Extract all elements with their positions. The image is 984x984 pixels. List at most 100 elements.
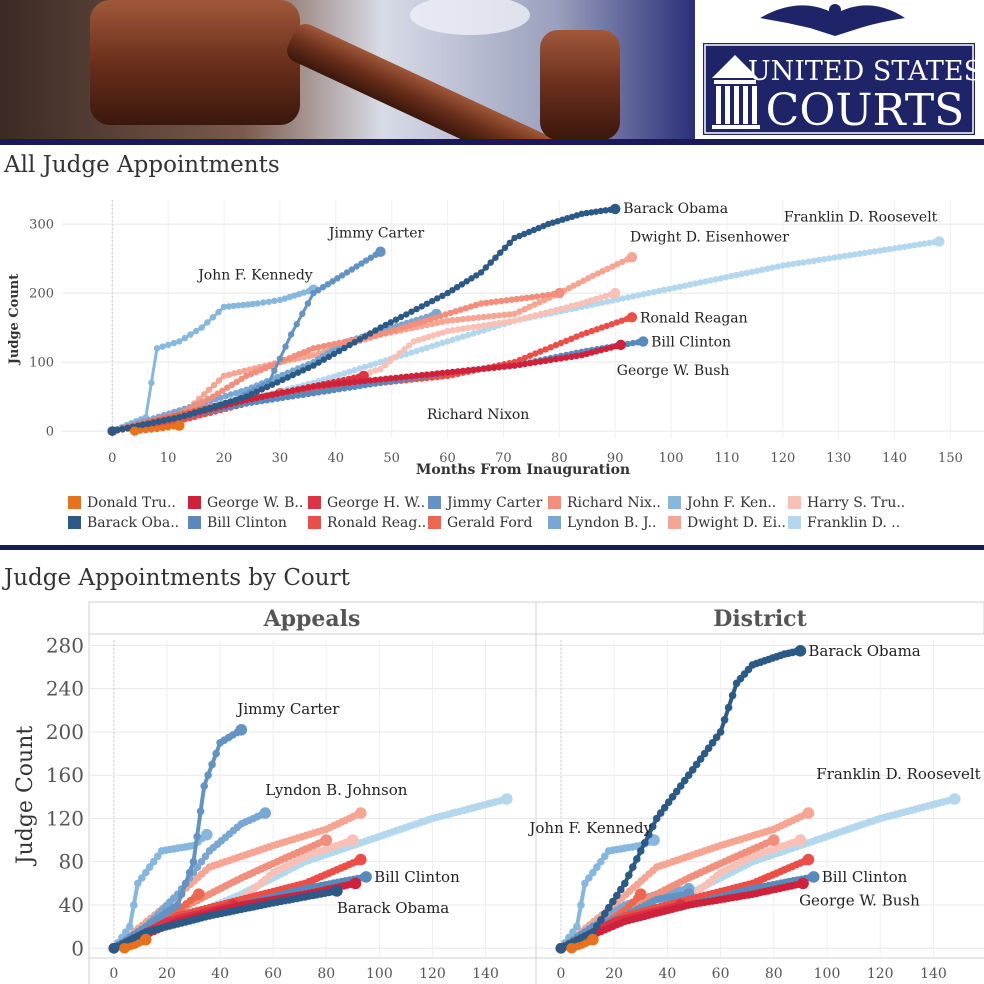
data-point[interactable]: [372, 360, 379, 367]
data-point[interactable]: [423, 300, 431, 307]
data-point[interactable]: [503, 297, 510, 304]
data-point[interactable]: [434, 341, 441, 348]
data-point[interactable]: [911, 242, 918, 249]
data-point[interactable]: [176, 338, 183, 345]
data-point[interactable]: [666, 285, 673, 293]
data-point[interactable]: [181, 412, 188, 419]
data-point[interactable]: [539, 292, 546, 299]
data-point[interactable]: [707, 277, 714, 284]
data-point[interactable]: [891, 245, 898, 252]
data-point[interactable]: [165, 341, 172, 349]
data-point[interactable]: [916, 241, 923, 248]
data-point[interactable]: [279, 371, 286, 379]
end-point[interactable]: [354, 807, 367, 819]
data-point[interactable]: [176, 414, 183, 421]
data-point[interactable]: [260, 299, 267, 306]
data-point[interactable]: [204, 771, 212, 779]
end-point[interactable]: [354, 853, 367, 866]
data-point[interactable]: [289, 371, 296, 379]
data-point[interactable]: [465, 315, 472, 322]
data-point[interactable]: [467, 303, 475, 310]
data-point[interactable]: [557, 339, 565, 347]
data-point[interactable]: [294, 369, 302, 376]
data-point[interactable]: [536, 299, 543, 306]
data-point[interactable]: [490, 312, 498, 320]
data-point[interactable]: [449, 287, 456, 294]
data-point[interactable]: [428, 343, 436, 350]
data-point[interactable]: [236, 369, 243, 376]
data-point[interactable]: [475, 323, 482, 330]
data-point[interactable]: [516, 232, 523, 240]
data-point[interactable]: [748, 268, 756, 276]
data-point[interactable]: [225, 371, 233, 378]
data-point[interactable]: [599, 299, 606, 306]
data-point[interactable]: [702, 278, 709, 285]
data-point[interactable]: [589, 272, 596, 280]
data-point[interactable]: [637, 847, 645, 855]
data-point[interactable]: [774, 263, 781, 270]
data-point[interactable]: [593, 922, 601, 930]
data-point[interactable]: [279, 376, 286, 384]
end-point[interactable]: [948, 793, 961, 805]
data-point[interactable]: [417, 319, 424, 326]
data-point[interactable]: [305, 353, 312, 360]
data-point[interactable]: [198, 324, 205, 331]
data-point[interactable]: [177, 890, 186, 898]
data-point[interactable]: [271, 367, 278, 374]
data-point[interactable]: [367, 330, 374, 337]
data-point[interactable]: [696, 755, 705, 763]
data-point[interactable]: [439, 369, 446, 377]
data-point[interactable]: [186, 410, 193, 418]
data-point[interactable]: [215, 377, 223, 384]
data-point[interactable]: [601, 852, 609, 861]
data-point[interactable]: [578, 210, 585, 217]
data-point[interactable]: [279, 389, 286, 396]
data-point[interactable]: [310, 352, 317, 359]
data-point[interactable]: [209, 314, 217, 321]
data-point[interactable]: [415, 336, 422, 344]
data-point[interactable]: [341, 338, 348, 346]
data-point[interactable]: [563, 354, 570, 361]
end-point[interactable]: [794, 645, 807, 657]
data-point[interactable]: [367, 362, 374, 369]
data-point[interactable]: [593, 863, 601, 871]
data-point[interactable]: [488, 299, 495, 306]
data-point[interactable]: [836, 253, 843, 260]
data-point[interactable]: [397, 313, 405, 321]
data-point[interactable]: [320, 356, 327, 363]
end-point[interactable]: [139, 933, 152, 946]
data-point[interactable]: [676, 782, 685, 790]
data-point[interactable]: [645, 830, 653, 839]
data-point[interactable]: [402, 323, 409, 331]
data-point[interactable]: [201, 852, 210, 861]
data-point[interactable]: [521, 230, 528, 238]
data-point[interactable]: [526, 313, 534, 320]
series-donald-trump[interactable]: [119, 933, 152, 954]
data-point[interactable]: [274, 395, 281, 402]
data-point[interactable]: [233, 378, 240, 385]
data-point[interactable]: [881, 246, 888, 253]
data-point[interactable]: [442, 311, 449, 318]
data-point[interactable]: [439, 318, 446, 325]
data-point[interactable]: [449, 327, 456, 334]
data-point[interactable]: [406, 342, 413, 349]
data-point[interactable]: [200, 398, 207, 405]
data-point[interactable]: [493, 298, 500, 305]
data-point[interactable]: [592, 208, 600, 215]
data-point[interactable]: [544, 220, 552, 228]
data-point[interactable]: [495, 364, 503, 371]
data-point[interactable]: [516, 316, 523, 323]
data-point[interactable]: [444, 369, 451, 376]
data-point[interactable]: [568, 213, 576, 220]
data-point[interactable]: [305, 347, 312, 354]
data-point[interactable]: [153, 345, 161, 352]
data-point[interactable]: [420, 335, 427, 342]
data-point[interactable]: [281, 356, 288, 364]
data-point[interactable]: [267, 362, 274, 370]
legend-item-jimmy-carter[interactable]: Jimmy Carter: [428, 494, 542, 512]
data-point[interactable]: [425, 333, 432, 341]
data-point[interactable]: [148, 426, 155, 433]
data-point[interactable]: [672, 787, 681, 796]
data-point[interactable]: [769, 264, 776, 271]
